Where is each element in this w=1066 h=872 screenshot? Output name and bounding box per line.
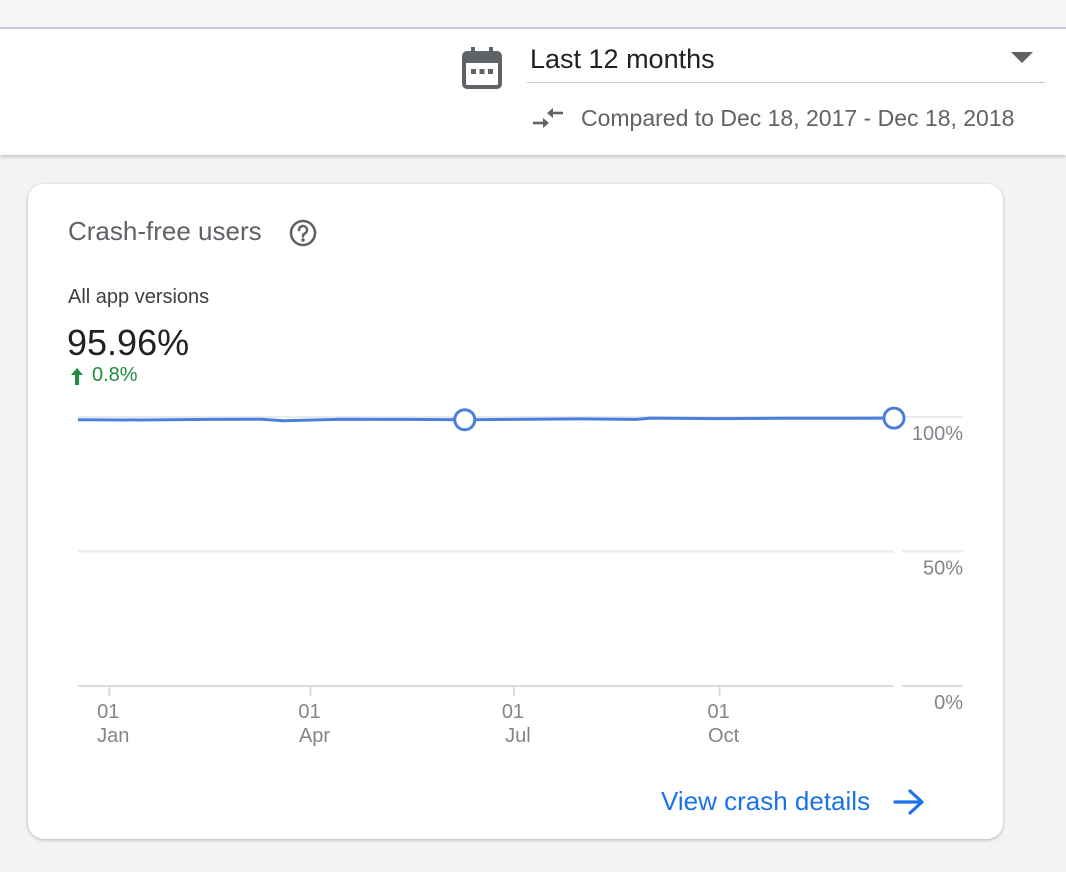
y-tick-label: 50% [923,558,963,580]
x-tick-label-month: Apr [299,725,330,747]
change-value: 0.8% [92,364,138,386]
x-tick-label-month: Jan [97,725,129,747]
date-range-header [0,29,1066,155]
arrow-forward-icon [893,788,924,815]
x-tick-label-day: 01 [502,701,524,723]
view-crash-details-link[interactable]: View crash details [661,786,926,817]
x-tick-label-day: 01 [707,701,729,723]
y-tick-label: 100% [912,423,963,445]
change-indicator: 0.8% [70,364,138,387]
date-range-select[interactable]: Last 12 months [527,40,1045,83]
data-point-marker [882,406,906,430]
crash-free-users-card: Crash-free users All app versions 95.96%… [28,184,1003,839]
x-tick-label-month: Oct [708,725,740,747]
crash-free-percentage: 95.96% [67,322,190,363]
x-tick-label-month: Jul [505,725,531,747]
series-line [77,416,895,423]
card-title: Crash-free users [68,216,262,246]
dropdown-caret-icon[interactable] [1011,52,1033,63]
compare-arrows-icon [533,108,563,128]
data-point-marker [453,408,477,432]
help-icon[interactable] [288,218,318,248]
calendar-icon[interactable] [462,47,502,89]
app-version-filter-label: All app versions [68,286,210,308]
y-tick-label: 0% [934,692,963,714]
view-crash-details-label: View crash details [661,786,871,816]
comparison-period: Compared to Dec 18, 2017 - Dec 18, 2018 [581,105,1015,131]
arrow-up-icon [71,367,83,385]
top-divider [0,0,1066,29]
x-tick-label-day: 01 [298,701,320,723]
x-tick-label-day: 01 [97,701,119,723]
date-range-value: Last 12 months [530,44,715,74]
